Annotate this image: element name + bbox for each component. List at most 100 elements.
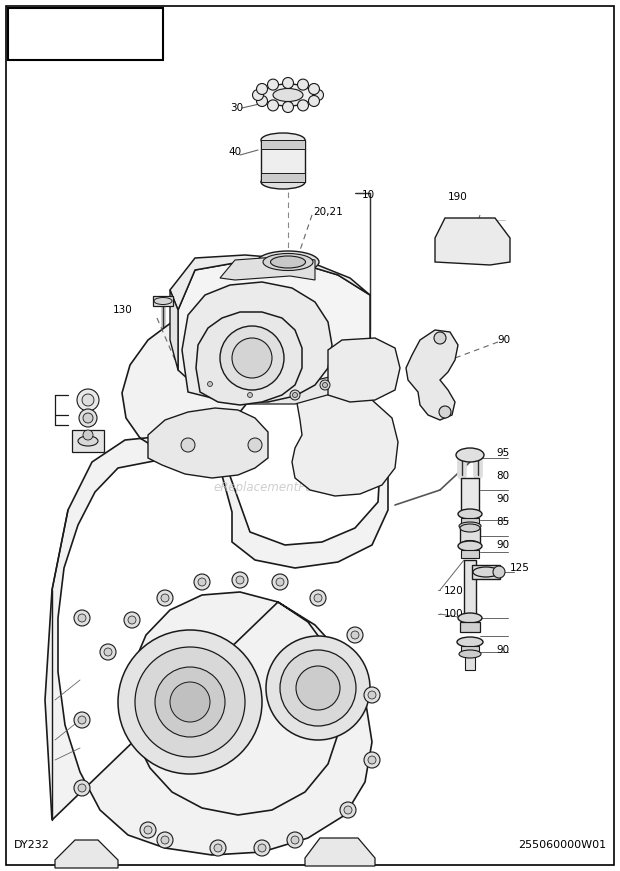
Ellipse shape	[264, 95, 312, 105]
Circle shape	[267, 100, 278, 111]
Circle shape	[309, 96, 319, 106]
Circle shape	[351, 631, 359, 639]
Circle shape	[298, 100, 309, 111]
Text: 190: 190	[448, 192, 467, 202]
Ellipse shape	[456, 448, 484, 462]
Polygon shape	[178, 262, 370, 395]
Polygon shape	[406, 330, 458, 420]
Circle shape	[77, 389, 99, 411]
Text: DY232: DY232	[14, 840, 50, 850]
Bar	[461, 478, 479, 513]
Bar	[261, 140, 305, 182]
Bar	[464, 560, 476, 618]
Polygon shape	[45, 312, 388, 855]
Circle shape	[364, 752, 380, 768]
Polygon shape	[220, 256, 315, 280]
Ellipse shape	[262, 84, 314, 106]
Text: 85: 85	[496, 517, 509, 527]
Circle shape	[157, 832, 173, 848]
Text: 80: 80	[496, 471, 509, 481]
Bar	[460, 528, 480, 544]
Polygon shape	[170, 255, 370, 310]
Text: 125: 125	[510, 563, 530, 573]
Circle shape	[124, 612, 140, 628]
Polygon shape	[148, 408, 268, 478]
Circle shape	[344, 806, 352, 814]
Circle shape	[170, 682, 210, 722]
Text: eReplacementParts.com: eReplacementParts.com	[213, 482, 357, 494]
Text: 90: 90	[496, 494, 509, 504]
Circle shape	[267, 79, 278, 90]
Ellipse shape	[270, 256, 306, 268]
Bar	[72, 430, 104, 452]
Circle shape	[340, 802, 356, 818]
Circle shape	[298, 79, 309, 90]
Circle shape	[140, 822, 156, 838]
Circle shape	[210, 840, 226, 856]
Circle shape	[312, 90, 324, 100]
Polygon shape	[292, 388, 398, 496]
Circle shape	[208, 381, 213, 387]
Polygon shape	[195, 375, 338, 404]
Circle shape	[258, 844, 266, 852]
Ellipse shape	[263, 253, 313, 271]
Bar	[460, 622, 480, 632]
Circle shape	[248, 438, 262, 452]
Circle shape	[78, 784, 86, 792]
Ellipse shape	[458, 541, 482, 551]
Polygon shape	[170, 290, 178, 370]
Polygon shape	[305, 838, 375, 866]
Ellipse shape	[154, 298, 172, 305]
Circle shape	[272, 574, 288, 590]
Circle shape	[245, 390, 255, 400]
Circle shape	[181, 438, 195, 452]
Polygon shape	[196, 312, 302, 405]
Circle shape	[296, 666, 340, 710]
Circle shape	[74, 712, 90, 728]
Circle shape	[74, 610, 90, 626]
Text: FIG.600: FIG.600	[18, 28, 151, 57]
Circle shape	[161, 836, 169, 844]
Text: 95: 95	[496, 448, 509, 458]
Bar	[461, 550, 479, 558]
Text: 255060000W01: 255060000W01	[518, 840, 606, 850]
Text: 20,21: 20,21	[313, 207, 343, 217]
Bar	[465, 655, 475, 670]
Ellipse shape	[459, 522, 481, 530]
Circle shape	[347, 627, 363, 643]
Circle shape	[290, 390, 300, 400]
Circle shape	[104, 648, 112, 656]
Circle shape	[320, 380, 330, 390]
Circle shape	[252, 90, 264, 100]
Circle shape	[257, 96, 267, 106]
Circle shape	[266, 636, 370, 740]
Circle shape	[493, 566, 505, 578]
Ellipse shape	[257, 251, 319, 273]
Circle shape	[283, 102, 293, 112]
Bar	[461, 518, 479, 526]
Circle shape	[439, 406, 451, 418]
Circle shape	[82, 394, 94, 406]
Circle shape	[100, 644, 116, 660]
Polygon shape	[55, 840, 118, 868]
Ellipse shape	[261, 133, 305, 147]
Circle shape	[157, 590, 173, 606]
Circle shape	[309, 84, 319, 94]
Bar	[472, 565, 500, 579]
Ellipse shape	[273, 89, 303, 102]
Circle shape	[368, 691, 376, 699]
Circle shape	[128, 616, 136, 624]
Text: 130: 130	[113, 305, 133, 315]
Text: 150: 150	[427, 368, 447, 378]
Circle shape	[79, 409, 97, 427]
Bar	[261, 173, 305, 182]
Circle shape	[276, 578, 284, 586]
Circle shape	[78, 716, 86, 724]
Bar	[461, 646, 479, 654]
Circle shape	[220, 326, 284, 390]
Circle shape	[232, 572, 248, 588]
Circle shape	[161, 594, 169, 602]
Ellipse shape	[457, 637, 483, 647]
Text: 90: 90	[497, 335, 510, 345]
Text: 90: 90	[496, 645, 509, 655]
